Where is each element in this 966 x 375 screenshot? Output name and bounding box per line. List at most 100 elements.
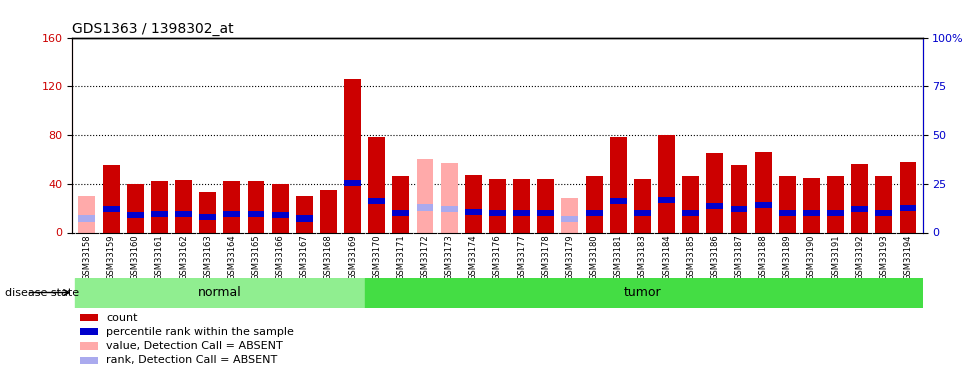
Text: count: count xyxy=(106,313,138,322)
Text: GSM33187: GSM33187 xyxy=(734,235,744,280)
Bar xyxy=(75,278,365,308)
Text: tumor: tumor xyxy=(624,286,661,299)
Bar xyxy=(634,210,651,216)
Bar xyxy=(489,210,506,216)
Bar xyxy=(513,210,530,216)
Bar xyxy=(803,178,820,232)
Text: value, Detection Call = ABSENT: value, Detection Call = ABSENT xyxy=(106,341,283,351)
Bar xyxy=(875,210,893,216)
Text: percentile rank within the sample: percentile rank within the sample xyxy=(106,327,294,337)
Bar xyxy=(489,179,506,232)
Text: GSM33178: GSM33178 xyxy=(541,235,551,280)
Text: GSM33171: GSM33171 xyxy=(396,235,406,280)
Bar xyxy=(102,165,120,232)
Text: GSM33168: GSM33168 xyxy=(324,235,333,280)
Text: GSM33183: GSM33183 xyxy=(638,235,647,280)
Bar xyxy=(537,210,554,216)
Text: GSM33185: GSM33185 xyxy=(686,235,696,280)
Bar xyxy=(634,179,651,232)
Bar xyxy=(706,202,724,209)
Text: GSM33162: GSM33162 xyxy=(179,235,188,280)
Bar xyxy=(754,202,772,208)
Bar xyxy=(175,180,192,232)
Bar xyxy=(80,328,98,335)
Bar xyxy=(730,165,748,232)
Bar xyxy=(247,211,265,217)
Bar xyxy=(561,216,579,222)
Bar xyxy=(223,182,241,232)
Bar xyxy=(899,205,917,211)
Text: GSM33192: GSM33192 xyxy=(855,235,865,280)
Text: GSM33167: GSM33167 xyxy=(299,235,309,280)
Bar xyxy=(537,179,554,232)
Text: GSM33189: GSM33189 xyxy=(782,235,792,280)
Bar xyxy=(465,175,482,232)
Text: GSM33174: GSM33174 xyxy=(469,235,478,280)
Bar xyxy=(658,197,675,203)
Bar xyxy=(465,209,482,215)
Bar xyxy=(344,180,361,186)
Text: GSM33191: GSM33191 xyxy=(831,235,840,280)
Text: GSM33165: GSM33165 xyxy=(251,235,261,280)
Text: GSM33163: GSM33163 xyxy=(203,235,213,280)
Text: GSM33169: GSM33169 xyxy=(348,235,357,280)
Bar xyxy=(151,182,168,232)
Text: GSM33173: GSM33173 xyxy=(444,235,454,280)
Bar xyxy=(851,164,868,232)
Bar xyxy=(247,182,265,232)
Bar xyxy=(175,211,192,217)
Bar xyxy=(682,210,699,216)
Text: normal: normal xyxy=(198,286,242,299)
Bar xyxy=(80,314,98,321)
Bar xyxy=(779,177,796,232)
Bar xyxy=(585,177,603,232)
Bar xyxy=(368,138,385,232)
Bar xyxy=(223,211,241,217)
Text: GSM33193: GSM33193 xyxy=(879,235,889,280)
Text: GSM33164: GSM33164 xyxy=(227,235,237,280)
Bar xyxy=(706,153,724,232)
Text: disease state: disease state xyxy=(5,288,79,297)
Bar xyxy=(513,179,530,232)
Bar xyxy=(561,198,579,232)
Text: GSM33161: GSM33161 xyxy=(155,235,164,280)
Text: GSM33184: GSM33184 xyxy=(662,235,671,280)
Bar xyxy=(392,177,410,232)
Text: GSM33166: GSM33166 xyxy=(275,235,285,280)
Bar xyxy=(899,162,917,232)
Bar xyxy=(416,159,434,232)
Bar xyxy=(199,214,216,220)
Text: GSM33194: GSM33194 xyxy=(903,235,913,280)
Bar xyxy=(779,210,796,216)
Bar xyxy=(344,79,361,232)
Bar xyxy=(585,210,603,216)
Bar xyxy=(416,204,434,211)
Bar xyxy=(127,212,144,218)
Text: GSM33176: GSM33176 xyxy=(493,235,502,280)
Bar xyxy=(875,177,893,232)
Bar xyxy=(730,206,748,212)
Bar xyxy=(827,177,844,232)
Bar xyxy=(80,342,98,350)
Bar xyxy=(827,210,844,216)
Text: GSM33159: GSM33159 xyxy=(106,235,116,280)
Bar xyxy=(368,198,385,204)
Bar xyxy=(271,212,289,218)
Bar xyxy=(78,196,96,232)
Bar xyxy=(365,278,923,308)
Text: GSM33160: GSM33160 xyxy=(130,235,140,280)
Bar xyxy=(296,196,313,232)
Bar xyxy=(271,184,289,232)
Bar xyxy=(658,135,675,232)
Bar xyxy=(682,177,699,232)
Bar xyxy=(610,138,627,232)
Text: GSM33186: GSM33186 xyxy=(710,235,720,280)
Text: GDS1363 / 1398302_at: GDS1363 / 1398302_at xyxy=(72,22,234,36)
Text: GSM33179: GSM33179 xyxy=(565,235,575,280)
Text: GSM33190: GSM33190 xyxy=(807,235,816,280)
Text: GSM33180: GSM33180 xyxy=(589,235,599,280)
Bar xyxy=(440,163,458,232)
Bar xyxy=(151,211,168,217)
Bar xyxy=(78,215,96,222)
Text: GSM33172: GSM33172 xyxy=(420,235,430,280)
